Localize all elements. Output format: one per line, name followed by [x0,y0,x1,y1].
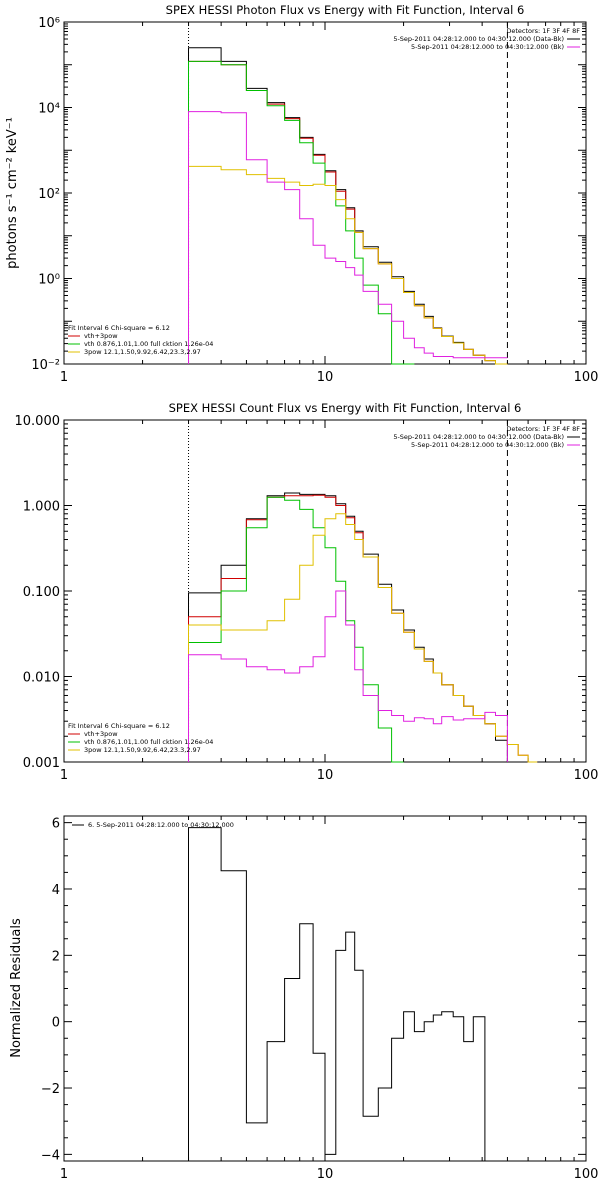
series-line [188,60,415,365]
legend-bottom: Fit Interval 6 Chi-square = 6.12vth+3pow… [68,722,213,754]
axis-ticks: 1 10 100 −4 −2 0 2 4 6 [41,816,599,1182]
legend-top: Detectors: 1F 3F 4F 8F5-Sep-2011 04:28:1… [393,425,580,449]
axis-ticks: 1 10 100 0.001 0.010 0.100 1.000 10.000 [15,414,599,783]
legend-entry: 5-Sep-2011 04:28:12.000 to 04:30:12.000 … [393,433,564,441]
legend-header: Detectors: 1F 3F 4F 8F [506,425,580,433]
legend-entry: vth 0.876,1.01,1.00 full cktion 1.26e-04 [84,340,213,348]
x-tick-label: 100 [574,1167,599,1182]
plot-marks [188,827,486,1161]
series-line [188,492,508,762]
legend-header: Fit Interval 6 Chi-square = 6.12 [68,722,170,730]
y-tick-label: 6 [52,817,60,832]
legend-entry: 5-Sep-2011 04:28:12.000 to 04:30:12.000 … [411,43,564,51]
residuals-panel: 1 10 100 −4 −2 0 2 4 6 Normalized Residuals 6. 5… [9,815,599,1182]
y-tick-label: 0.100 [23,585,60,600]
y-tick-label: 0 [52,1016,60,1031]
y-tick-label: 2 [52,949,60,964]
y-tick-label: 0.010 [23,671,60,686]
plot-marks [188,22,508,365]
y-tick-label: 10.000 [15,414,61,429]
series-line [188,47,508,365]
legend-entry: 5-Sep-2011 04:28:12.000 to 04:30:12.000 … [393,35,564,43]
legend-header: Fit Interval 6 Chi-square = 6.12 [68,324,170,332]
y-tick-label: 10⁰ [38,273,60,288]
y-axis-label: photons s⁻¹ cm⁻² keV⁻¹ [5,117,20,269]
legend-header: Detectors: 1F 3F 4F 8F [506,27,580,35]
plot-marks [188,420,538,763]
x-tick-label: 1 [60,1167,68,1182]
legend-top: Detectors: 1F 3F 4F 8F5-Sep-2011 04:28:1… [393,27,580,51]
panel-title: SPEX HESSI Photon Flux vs Energy with Fi… [166,3,525,17]
legend-entry: vth+3pow [84,332,118,340]
legend-entry: 5-Sep-2011 04:28:12.000 to 04:30:12.000 … [411,441,564,449]
x-tick-label: 1 [60,768,68,783]
x-tick-label: 10 [317,768,334,783]
series-line [188,513,538,763]
y-tick-label: −4 [41,1148,60,1163]
legend-top: 6. 5-Sep-2011 04:28:12.000 to 04:30:12.0… [72,821,234,829]
x-tick-label: 100 [574,370,599,385]
series-line [188,165,508,365]
y-axis-label: Normalized Residuals [9,918,24,1058]
y-tick-label: 4 [52,883,60,898]
count-flux-panel: SPEX HESSI Count Flux vs Energy with Fit… [15,401,599,783]
legend-entry: vth+3pow [84,730,118,738]
y-tick-label: −2 [41,1082,60,1097]
photon-flux-panel: SPEX HESSI Photon Flux vs Energy with Fi… [5,3,598,385]
legend-bottom: Fit Interval 6 Chi-square = 6.12vth+3pow… [68,324,213,356]
x-tick-label: 10 [317,1167,334,1182]
x-tick-label: 100 [574,768,599,783]
y-tick-label: 10⁶ [38,16,60,31]
series-line [188,111,508,364]
y-tick-label: 10⁻² [31,358,60,373]
panel-title: SPEX HESSI Count Flux vs Energy with Fit… [169,401,522,415]
series-line [188,60,508,365]
y-tick-label: 10² [38,187,60,202]
axis-ticks: 1 10 100 10⁻² 10⁰ 10² 10⁴ 10⁶ [31,16,598,385]
x-tick-label: 10 [317,370,334,385]
x-tick-label: 1 [60,370,68,385]
legend-entry: 6. 5-Sep-2011 04:28:12.000 to 04:30:12.0… [88,821,234,829]
legend-entry: 3pow 12.1,1.50,9.92,6.42,23.3,2.97 [84,746,201,754]
y-tick-label: 1.000 [23,500,60,515]
legend-entry: 3pow 12.1,1.50,9.92,6.42,23.3,2.97 [84,348,201,356]
legend-entry: vth 0.876,1.01,1.00 full cktion 1.26e-04 [84,738,213,746]
series-line [188,827,486,1161]
y-tick-label: 0.001 [23,756,60,771]
series-line [188,590,508,762]
y-tick-label: 10⁴ [38,102,60,117]
